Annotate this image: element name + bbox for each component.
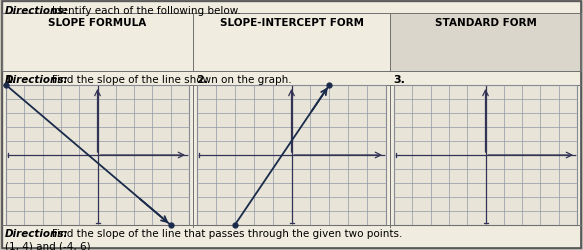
Text: Find the slope of the line that passes through the given two points.: Find the slope of the line that passes t… xyxy=(52,228,402,238)
Text: SLOPE FORMULA: SLOPE FORMULA xyxy=(48,18,147,28)
Text: Directions:: Directions: xyxy=(5,75,69,85)
Text: (1, 4) and (-4, 6): (1, 4) and (-4, 6) xyxy=(5,241,90,250)
Text: Find the slope of the line shown on the graph.: Find the slope of the line shown on the … xyxy=(52,75,292,85)
Text: SLOPE-INTERCEPT FORM: SLOPE-INTERCEPT FORM xyxy=(220,18,363,28)
Bar xyxy=(394,86,577,225)
Text: STANDARD FORM: STANDARD FORM xyxy=(434,18,536,28)
Text: 1.: 1. xyxy=(5,75,17,85)
Text: Identify each of the following below.: Identify each of the following below. xyxy=(52,6,241,16)
Text: 2.: 2. xyxy=(196,75,208,85)
Text: 3.: 3. xyxy=(393,75,405,85)
Bar xyxy=(197,86,386,225)
Bar xyxy=(6,86,189,225)
Bar xyxy=(390,14,581,72)
Text: Directions:: Directions: xyxy=(5,228,69,238)
Text: Directions:: Directions: xyxy=(5,6,69,16)
